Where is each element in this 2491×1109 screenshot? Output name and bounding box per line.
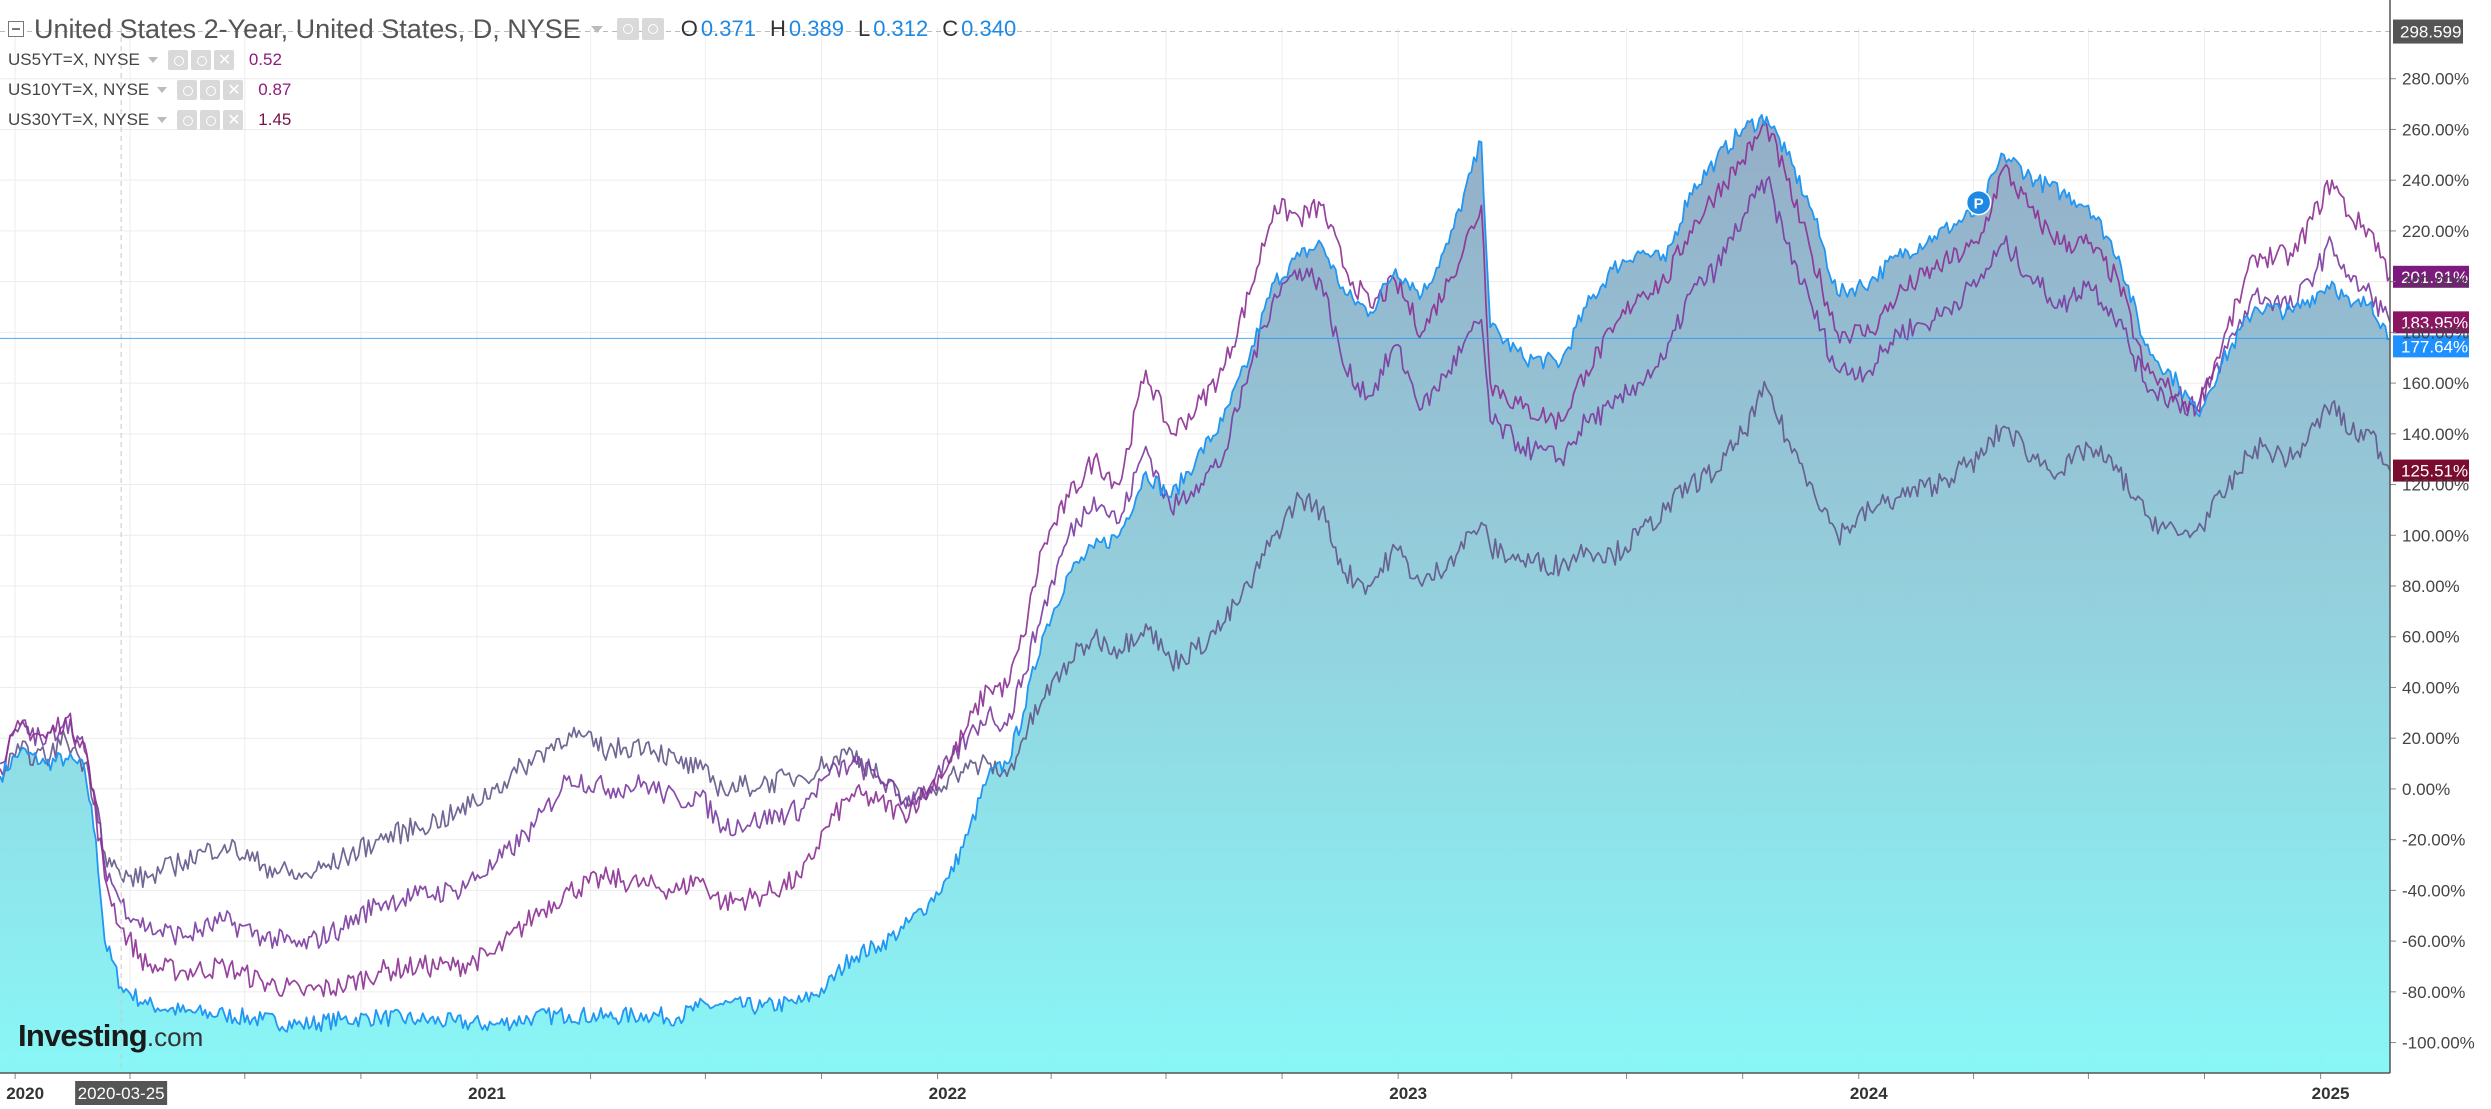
logo-text: Investing [18, 1018, 148, 1053]
y-tick-label: 160.00% [2402, 374, 2469, 393]
settings-icon[interactable] [200, 80, 221, 100]
last-value-us30yt-tag [2393, 459, 2469, 482]
x-tick-label: 2023 [1389, 1084, 1427, 1103]
overlay-value: 0.87 [258, 80, 292, 99]
y-tick-label: -20.00% [2402, 831, 2465, 850]
high-value: 0.389 [788, 16, 844, 41]
visibility-icon[interactable] [177, 110, 198, 130]
overlay-row-us30yt: US30YT=X, NYSE 1.45 [8, 107, 291, 133]
y-tick-label: 20.00% [2402, 729, 2460, 748]
y-tick-label: 200.00% [2402, 273, 2469, 292]
low-value: 0.312 [873, 16, 929, 41]
y-tick-label: 0.00% [2402, 780, 2450, 799]
close-icon[interactable] [223, 110, 244, 130]
series-us10yt [0, 176, 2391, 950]
y-tick-label: 140.00% [2402, 425, 2469, 444]
event-marker-label: P [1974, 196, 1984, 213]
last-value-us5yt-tag [2393, 265, 2469, 288]
y-tick-label: -60.00% [2402, 932, 2465, 951]
y-tick-label: 60.00% [2402, 628, 2460, 647]
collapse-icon[interactable] [8, 21, 24, 37]
x-tick-label: 2022 [929, 1084, 967, 1103]
low-key: L [857, 16, 871, 41]
last-value-us5yt: 201.91% [2401, 268, 2468, 287]
high-key: H [769, 16, 786, 41]
overlay-row-us10yt: US10YT=X, NYSE 0.87 [8, 77, 291, 103]
y-tick-label: 120.00% [2402, 476, 2469, 495]
settings-icon[interactable] [200, 110, 221, 130]
x-tick-label: 2024 [1850, 1084, 1888, 1103]
visibility-icon[interactable] [616, 18, 639, 40]
crosshair-y-label: 298.599 [2400, 23, 2461, 42]
overlay-value: 0.52 [248, 50, 282, 69]
last-value-us10yt: 183.95% [2401, 313, 2468, 332]
chevron-down-icon[interactable] [147, 57, 158, 63]
area-layer [0, 114, 2390, 1073]
chart-header: United States 2-Year, United States, D, … [8, 12, 1016, 46]
y-tick-label: 240.00% [2402, 171, 2469, 190]
overlay-name: US10YT=X, NYSE [8, 80, 150, 99]
y-tick-label: -40.00% [2402, 881, 2465, 900]
x-tick-label: 2025 [2312, 1084, 2350, 1103]
close-icon[interactable] [213, 50, 234, 70]
overlay-name: US30YT=X, NYSE [8, 110, 150, 129]
x-tick-label: 2021 [468, 1084, 506, 1103]
y-tick-label: 260.00% [2402, 120, 2469, 139]
chart-title: United States 2-Year, United States, D, … [34, 13, 581, 44]
series-us30yt [0, 380, 2391, 889]
event-marker [1965, 189, 1992, 216]
y-tick-label: 280.00% [2402, 70, 2469, 89]
settings-icon[interactable] [190, 50, 211, 70]
y-tick-label: -80.00% [2402, 983, 2465, 1002]
y-tick-label: 220.00% [2402, 222, 2469, 241]
last-value-us10yt-tag [2393, 311, 2469, 334]
series-us2y-area [0, 114, 2390, 1073]
crosshair-y-tag [2393, 19, 2463, 44]
visibility-icon[interactable] [167, 50, 188, 70]
y-tick-label: 180.00% [2402, 323, 2469, 342]
overlay-value: 1.45 [258, 110, 292, 129]
logo-suffix: .com [146, 1022, 204, 1052]
y-tick-label: -100.00% [2402, 1034, 2475, 1053]
crosshair-x-tag [75, 1081, 168, 1105]
y-tick-label: 40.00% [2402, 678, 2460, 697]
x-tick-label: 2020 [6, 1084, 44, 1103]
series-us2y [0, 114, 2391, 1033]
open-value: 0.371 [700, 16, 756, 41]
chevron-down-icon[interactable] [157, 117, 168, 123]
series-us5yt [0, 120, 2391, 998]
close-icon[interactable] [223, 80, 244, 100]
crosshair-x-label: 2020-03-25 [78, 1084, 165, 1103]
series-lines [0, 114, 2391, 1033]
close-key: C [942, 16, 959, 41]
y-tick-label: 80.00% [2402, 577, 2460, 596]
close-value: 0.340 [961, 16, 1017, 41]
overlay-name: US5YT=X, NYSE [8, 50, 140, 69]
y-tick-label: 100.00% [2402, 526, 2469, 545]
last-value-us30yt: 125.51% [2401, 462, 2468, 481]
overlay-row-us5yt: US5YT=X, NYSE 0.52 [8, 47, 282, 73]
chevron-down-icon[interactable] [157, 87, 168, 93]
investing-logo: Investing.com [18, 1018, 203, 1054]
overlay-layer: 298.599 201.91% 183.95% 177.64% 125.51% P 2020… [0, 19, 2469, 1105]
open-key: O [680, 16, 698, 41]
settings-icon[interactable] [641, 18, 664, 40]
last-value-us2y-tag [2393, 335, 2469, 358]
visibility-icon[interactable] [177, 80, 198, 100]
chevron-down-icon[interactable] [590, 25, 603, 33]
last-value-us2y: 177.64% [2401, 337, 2468, 356]
